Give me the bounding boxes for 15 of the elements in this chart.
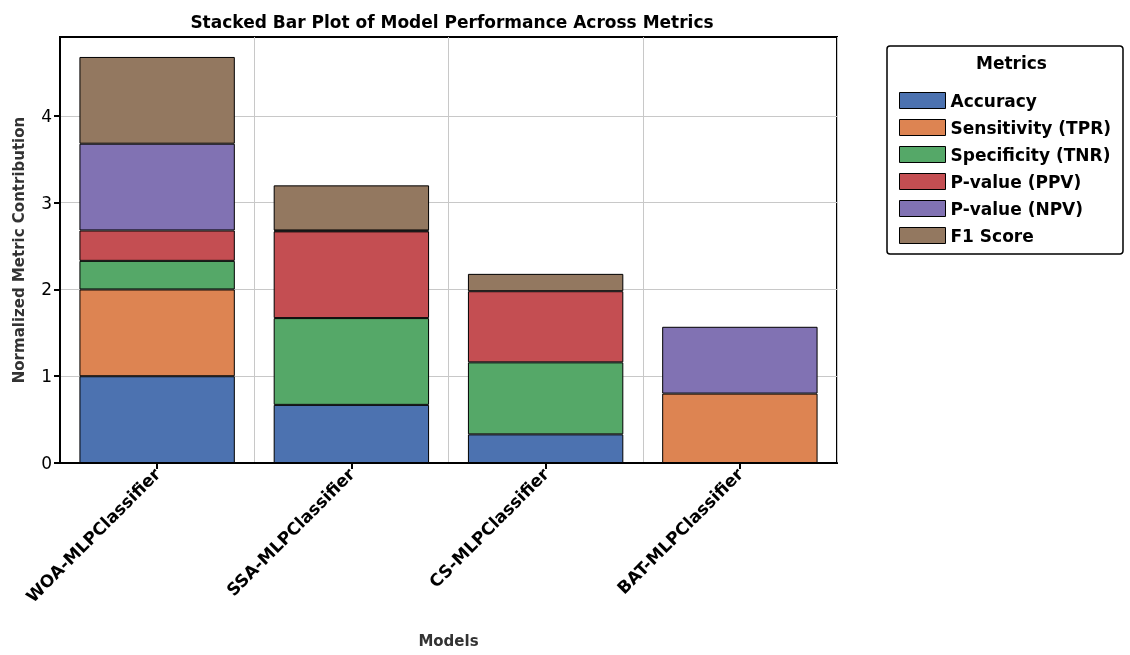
y-tick-label: 3 [41,192,52,213]
legend-label: P-value (PPV) [950,171,1082,192]
y-tick-label: 1 [41,366,52,387]
legend-label: P-value (NPV) [950,198,1084,219]
legend-label: Accuracy [950,90,1037,111]
legend-title: Metrics [976,52,1047,73]
y-tick-label: 4 [41,105,52,126]
chart-title: Stacked Bar Plot of Model Performance Across Metrics [190,11,714,32]
x-axis-title: Models [418,631,479,650]
y-tick-label: 0 [41,453,52,473]
legend-label: Specificity (TNR) [950,144,1111,165]
y-tick-label: 2 [41,279,52,300]
y-axis-title: Normalized Metric Contribution [9,116,28,384]
legend-label: F1 Score [950,225,1034,246]
legend-label: Sensitivity (TPR) [950,117,1111,138]
